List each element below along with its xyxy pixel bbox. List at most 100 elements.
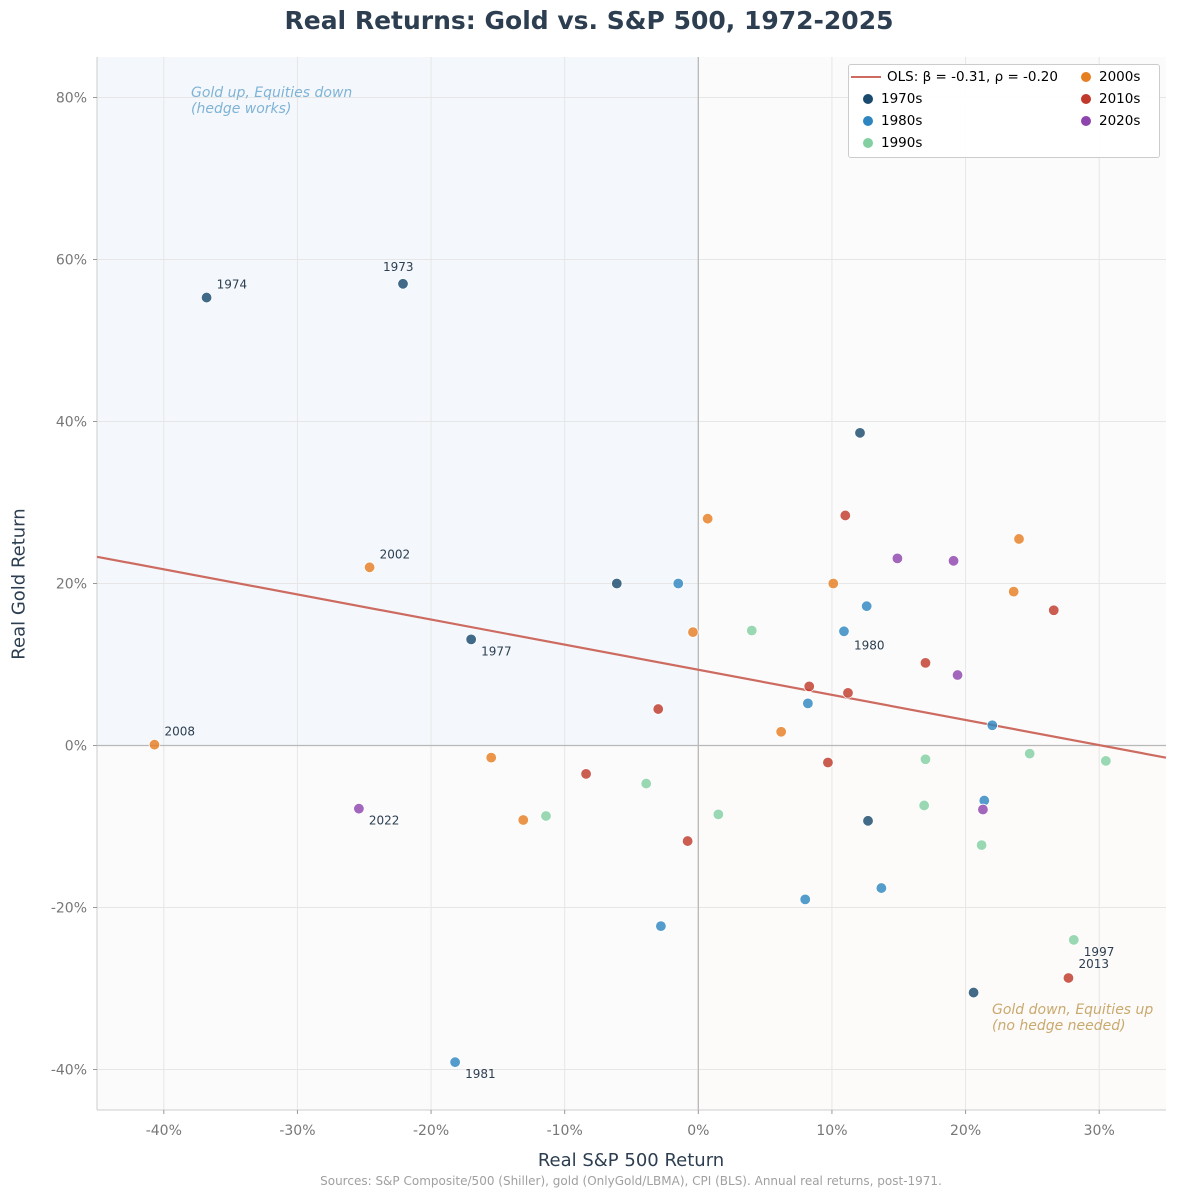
y-tick-label: 20% [56, 577, 87, 593]
legend-item-1970s: 1970s [863, 91, 922, 107]
legend-item-1980s: 1980s [863, 113, 922, 129]
x-tick-label: 10% [816, 1123, 847, 1139]
legend-dot [863, 116, 873, 126]
point-1970s [854, 427, 866, 439]
legend-label: 2020s [1099, 113, 1141, 129]
legend-item-2000s: 2000s [1081, 69, 1140, 85]
point-2020s [947, 555, 960, 567]
x-tick-labels: -40% -30% -20% -10% 0% 10% 20% 30% [146, 1110, 1115, 1139]
legend-dot [863, 138, 873, 148]
legend-item-ols: OLS: β = -0.31, ρ = -0.20 [851, 69, 1058, 85]
point-2010s [842, 687, 854, 699]
point-1990s [1100, 755, 1112, 767]
legend-item-2010s: 2010s [1081, 91, 1140, 107]
y-tick-label: -20% [51, 901, 87, 917]
point-1990s [712, 808, 725, 821]
chart-title: Real Returns: Gold vs. S&P 500, 1972-202… [284, 6, 894, 35]
point-2000s [1007, 585, 1020, 598]
point-1980s [802, 697, 814, 710]
point-labels: 1973 1974 1977 1981 1980 1997 2008 2002 2013 2022 [164, 260, 1114, 1081]
point-1970s [611, 577, 623, 590]
y-tick-labels: -40% -20% 0% 20% 40% 60% 80% [51, 91, 97, 1079]
point-1970s [397, 278, 409, 290]
point-1990s [919, 753, 932, 765]
point-1980s [672, 577, 684, 590]
y-tick-label: 80% [56, 91, 87, 107]
point-year-label: 1973 [383, 260, 414, 274]
point-2010s [580, 768, 592, 780]
point-2020s [951, 669, 964, 681]
point-2010s [919, 657, 932, 669]
annotation-no-hedge: (no hedge needed) [992, 1018, 1126, 1034]
x-tick-label: 30% [1084, 1123, 1115, 1139]
point-2010s [1048, 604, 1060, 616]
source-note: Sources: S&P Composite/500 (Shiller), go… [320, 1174, 942, 1188]
point-2010s [1062, 972, 1075, 984]
annotation-hedge-works: Gold up, Equities down [191, 85, 352, 101]
point-1970s [465, 633, 477, 646]
x-tick-label: -10% [547, 1123, 583, 1139]
legend-label: 1970s [881, 91, 923, 107]
quadrant-no-hedge [698, 745, 1166, 1110]
legend-ols-label: β = -0.31, ρ = -0.20 [922, 69, 1058, 85]
point-1980s [875, 882, 888, 894]
quadrant-annotations: Gold up, Equities down(hedge works) Gold … [191, 85, 1153, 1034]
annotation-no-hedge: Gold down, Equities up [992, 1002, 1153, 1018]
legend: OLS: β = -0.31, ρ = -0.20 1970s 1980s 1990… [848, 64, 1160, 158]
point-2000s [827, 577, 839, 590]
legend-item-1990s: 1990s [863, 135, 922, 151]
point-year-label: 2013 [1078, 957, 1109, 971]
legend-label: 1990s [881, 135, 923, 151]
point-year-label: 1977 [481, 644, 512, 658]
legend-dot [1081, 94, 1091, 104]
point-1970s [967, 986, 980, 999]
legend-dot [863, 94, 873, 104]
point-1990s [640, 777, 652, 790]
point-year-label: 2002 [380, 547, 411, 561]
point-1990s [1024, 747, 1036, 760]
x-tick-label: -40% [146, 1123, 182, 1139]
y-tick-label: 60% [56, 253, 87, 269]
point-2000s [701, 513, 714, 525]
point-1980s [449, 1056, 461, 1068]
legend-ols-prefix: OLS: [887, 69, 923, 85]
x-tick-label: 20% [950, 1123, 981, 1139]
point-2000s [1013, 533, 1025, 545]
x-tick-label: 0% [687, 1123, 709, 1139]
point-2010s [652, 703, 664, 715]
x-tick-label: -20% [413, 1123, 449, 1139]
point-2020s [891, 552, 904, 565]
legend-dot [1081, 116, 1091, 126]
point-2000s [485, 751, 497, 764]
point-2010s [822, 756, 834, 769]
point-2010s [803, 680, 815, 693]
point-2020s [353, 802, 365, 815]
point-1980s [655, 920, 667, 932]
legend-label: 2010s [1099, 91, 1141, 107]
point-2000s [775, 726, 787, 738]
point-1980s [860, 600, 873, 612]
point-2020s [977, 803, 989, 816]
point-2010s [681, 835, 694, 847]
point-1990s [1068, 934, 1080, 946]
y-tick-label: -40% [51, 1063, 87, 1079]
point-2000s [687, 626, 699, 638]
legend-label: 2000s [1099, 69, 1141, 85]
legend-label: 1980s [881, 113, 923, 129]
y-axis-label: Real Gold Return [8, 508, 30, 660]
legend-item-2020s: 2020s [1081, 113, 1140, 129]
point-year-label: 1997 [1084, 945, 1115, 959]
point-2000s [363, 561, 376, 574]
point-1990s [746, 624, 758, 637]
x-tick-label: -30% [279, 1123, 315, 1139]
point-1970s [200, 291, 213, 304]
quadrant-hedge-works [97, 57, 699, 746]
point-2010s [839, 509, 852, 522]
point-year-label: 1981 [465, 1067, 496, 1081]
point-year-label: 2008 [164, 725, 195, 739]
point-year-label: 1974 [217, 278, 248, 292]
point-1970s [862, 815, 874, 827]
point-1980s [799, 893, 811, 906]
point-1990s [975, 839, 988, 851]
